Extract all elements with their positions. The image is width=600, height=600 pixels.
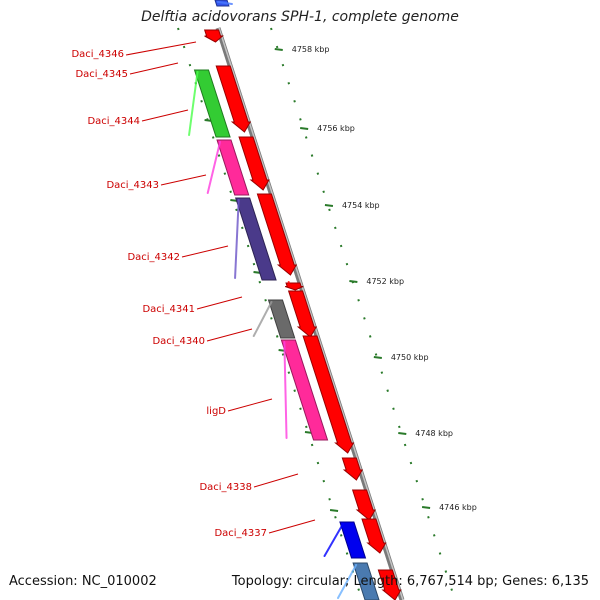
ruler-tick — [421, 506, 431, 509]
gene-label-leader — [253, 473, 299, 488]
forward-gene-arrow[interactable] — [341, 457, 364, 481]
gene-label[interactable]: ligD — [206, 406, 226, 417]
gene-label[interactable]: Daci_4344 — [87, 116, 140, 127]
gene-label-leader — [268, 519, 316, 534]
ruler-tick-label: 4746 kbp — [439, 503, 477, 512]
cog-box-blue[interactable] — [323, 521, 367, 559]
cog-box-gray[interactable] — [252, 299, 296, 339]
forward-gene-arrow[interactable] — [361, 518, 387, 554]
forward-gene-arrow[interactable] — [287, 290, 318, 338]
ruler-tick — [398, 432, 407, 435]
forward-gene-arrow[interactable] — [351, 489, 376, 521]
gene-label[interactable]: Daci_4343 — [106, 180, 159, 191]
axis-tick — [329, 509, 339, 512]
cog-box-pink[interactable] — [280, 339, 329, 441]
gene-label-leader — [160, 174, 207, 186]
map-title: Delftia acidovorans SPH-1, complete geno… — [141, 9, 459, 25]
forward-gene-arrow[interactable] — [238, 136, 270, 191]
gene-label-leader — [181, 245, 229, 258]
ruler-tick-label: 4756 kbp — [317, 124, 355, 133]
ruler-tick — [324, 204, 334, 207]
ruler-tick-label: 4748 kbp — [415, 429, 453, 438]
ruler-tick — [274, 48, 283, 51]
cog-box-steel[interactable] — [337, 562, 380, 600]
gene-label-leader — [206, 328, 253, 342]
gene-label[interactable]: Daci_4337 — [214, 528, 267, 539]
cog-box-purple[interactable] — [234, 197, 277, 281]
forward-gene-arrow[interactable] — [203, 29, 224, 43]
forward-gene-arrow[interactable] — [377, 569, 402, 600]
ruler-tick-label: 4758 kbp — [292, 45, 330, 54]
cog-box-green[interactable] — [188, 69, 231, 138]
ruler-tick-label: 4750 kbp — [391, 353, 429, 362]
gene-label[interactable]: Daci_4342 — [127, 252, 180, 263]
ruler-tick — [300, 127, 309, 130]
gene-label[interactable]: Daci_4340 — [152, 336, 205, 347]
gene-label-leader — [129, 62, 179, 75]
forward-gene-arrow[interactable] — [302, 335, 355, 454]
topology-text: Topology: circular; Length: 6,767,514 bp… — [231, 574, 589, 589]
gene-label-leader — [125, 41, 197, 56]
cog-axis-dots — [177, 27, 363, 600]
cog-box-pink[interactable] — [206, 139, 250, 196]
gene-label[interactable]: Daci_4346 — [71, 49, 124, 60]
accession-text: Accession: NC_010002 — [9, 574, 157, 589]
ruler-tick-label: 4754 kbp — [342, 201, 380, 210]
forward-gene-arrow[interactable] — [284, 281, 304, 291]
gene-label[interactable]: Daci_4341 — [142, 304, 195, 315]
gene-label-leader — [227, 398, 273, 412]
gene-label-leader — [141, 109, 189, 122]
forward-gene-arrow[interactable] — [256, 193, 298, 276]
gene-label[interactable]: Daci_4338 — [199, 482, 252, 493]
ruler-tick-label: 4752 kbp — [366, 277, 404, 286]
gene-label[interactable]: Daci_4345 — [75, 69, 128, 80]
gene-label-leader — [196, 296, 243, 310]
forward-gene-arrow[interactable] — [215, 65, 252, 133]
ruler-tick — [373, 356, 382, 359]
partial-gene-box[interactable] — [214, 0, 233, 7]
ruler-tick — [349, 280, 358, 283]
